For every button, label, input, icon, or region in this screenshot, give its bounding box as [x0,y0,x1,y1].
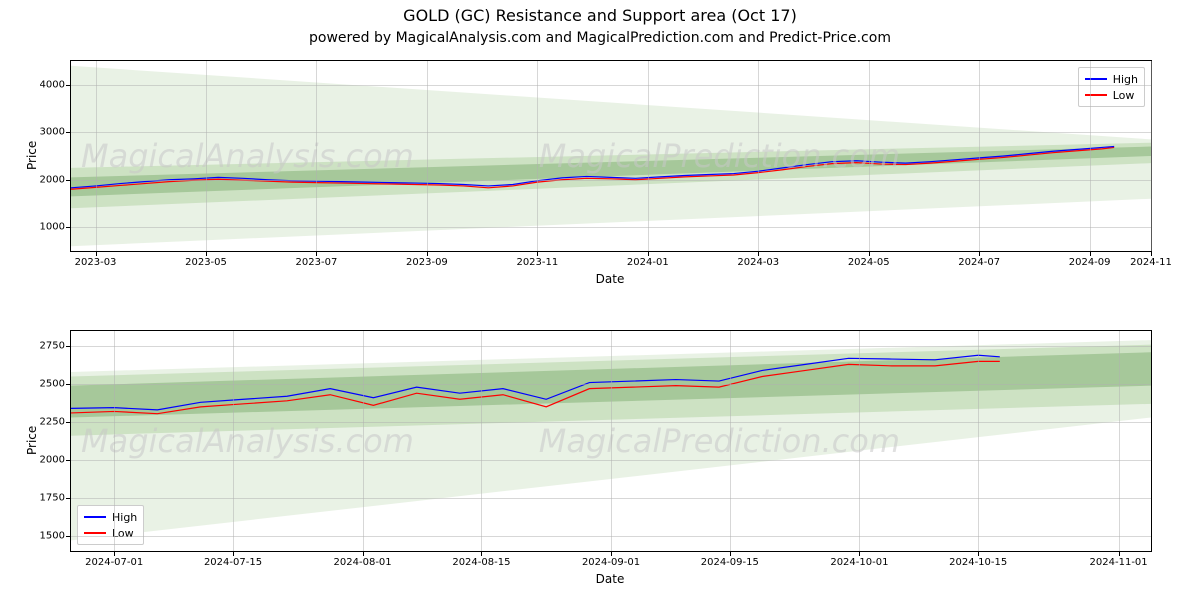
x-tick-label: 2023-03 [75,251,117,268]
x-tick-label: 2024-01 [627,251,669,268]
top-chart-panel: MagicalAnalysis.com MagicalPrediction.co… [70,60,1152,252]
y-tick-label: 1000 [40,222,71,233]
legend-item-high: High [84,509,137,525]
x-axis-label: Date [70,572,1150,586]
legend-label: High [112,511,137,524]
bottom-chart-panel: MagicalAnalysis.com MagicalPrediction.co… [70,330,1152,552]
legend-swatch-low [1085,94,1107,96]
y-tick-label: 2000 [40,174,71,185]
x-tick-label: 2024-07 [958,251,1000,268]
x-tick-label: 2023-07 [296,251,338,268]
legend-item-low: Low [1085,87,1138,103]
x-tick-label: 2024-10-01 [830,551,888,568]
top-chart-svg [71,61,1151,251]
x-tick-label: 2024-08-15 [452,551,510,568]
legend-item-low: Low [84,525,137,541]
y-axis-label: Price [25,426,39,455]
y-tick-label: 4000 [40,79,71,90]
x-tick-label: 2024-08-01 [334,551,392,568]
x-tick-label: 2024-09-15 [701,551,759,568]
y-tick-label: 1500 [40,530,71,541]
x-tick-label: 2024-05 [848,251,890,268]
x-tick-label: 2024-11 [1130,251,1172,268]
figure-subtitle: powered by MagicalAnalysis.com and Magic… [0,30,1200,46]
y-tick-label: 1750 [40,492,71,503]
x-tick-label: 2024-09-01 [582,551,640,568]
legend-label: Low [112,527,134,540]
legend-label: Low [1113,89,1135,102]
legend-swatch-high [1085,78,1107,80]
figure-title: GOLD (GC) Resistance and Support area (O… [0,6,1200,25]
y-tick-label: 2500 [40,379,71,390]
y-axis-label: Price [25,141,39,170]
x-tick-label: 2024-11-01 [1090,551,1148,568]
x-tick-label: 2024-10-15 [949,551,1007,568]
x-tick-label: 2023-05 [185,251,227,268]
legend-label: High [1113,73,1138,86]
legend-swatch-high [84,516,106,518]
figure: GOLD (GC) Resistance and Support area (O… [0,0,1200,600]
x-axis-label: Date [70,272,1150,286]
legend-swatch-low [84,532,106,534]
y-tick-label: 2750 [40,341,71,352]
y-tick-label: 2000 [40,454,71,465]
legend: High Low [77,505,144,545]
x-tick-label: 2024-07-01 [85,551,143,568]
x-tick-label: 2024-03 [737,251,779,268]
x-tick-label: 2024-07-15 [204,551,262,568]
legend: High Low [1078,67,1145,107]
y-tick-label: 2250 [40,417,71,428]
x-tick-label: 2024-09 [1069,251,1111,268]
x-tick-label: 2023-09 [406,251,448,268]
x-tick-label: 2023-11 [516,251,558,268]
y-tick-label: 3000 [40,127,71,138]
